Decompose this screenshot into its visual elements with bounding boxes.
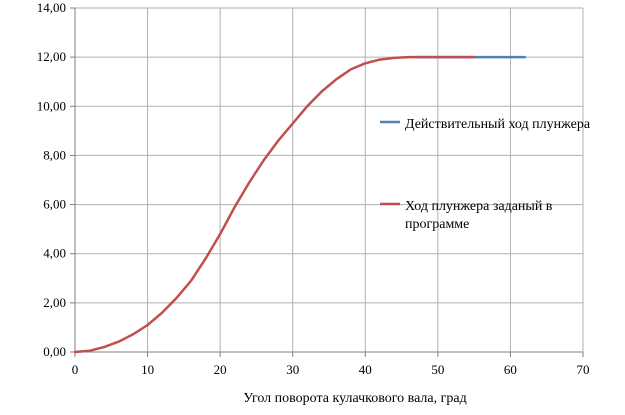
y-tick-label: 6,00 [43,197,66,212]
series-line-2 [73,55,476,354]
legend: Действительный ход плунжера Ход плунжера … [380,117,591,232]
x-tick-label: 70 [577,362,590,377]
y-tick-label: 4,00 [43,246,66,261]
x-tick-label: 50 [431,362,444,377]
y-tick-labels: 0,00 2,00 4,00 6,00 8,00 10,00 12,00 14,00 [37,0,66,359]
x-tick-label: 60 [504,362,517,377]
legend-label-2: Ход плунжера заданый в программе [405,199,553,232]
legend-label-1: Действительный ход плунжера [405,117,591,132]
x-axis-label: Угол поворота кулачкового вала, град [243,391,466,406]
y-tick-label: 14,00 [37,0,66,15]
y-tick-label: 0,00 [43,344,66,359]
y-tick-label: 10,00 [37,98,66,113]
series-lines [73,55,527,354]
y-tick-label: 8,00 [43,147,66,162]
x-tick-label: 0 [72,362,79,377]
y-tick-label: 12,00 [37,49,66,64]
x-tick-label: 10 [141,362,154,377]
grid [75,7,584,352]
x-tick-label: 40 [359,362,372,377]
y-tick-label: 2,00 [43,295,66,310]
x-tick-label: 30 [286,362,299,377]
axes [70,7,584,357]
x-tick-label: 20 [214,362,227,377]
x-tick-labels: 0 10 20 30 40 50 60 70 [72,362,590,377]
